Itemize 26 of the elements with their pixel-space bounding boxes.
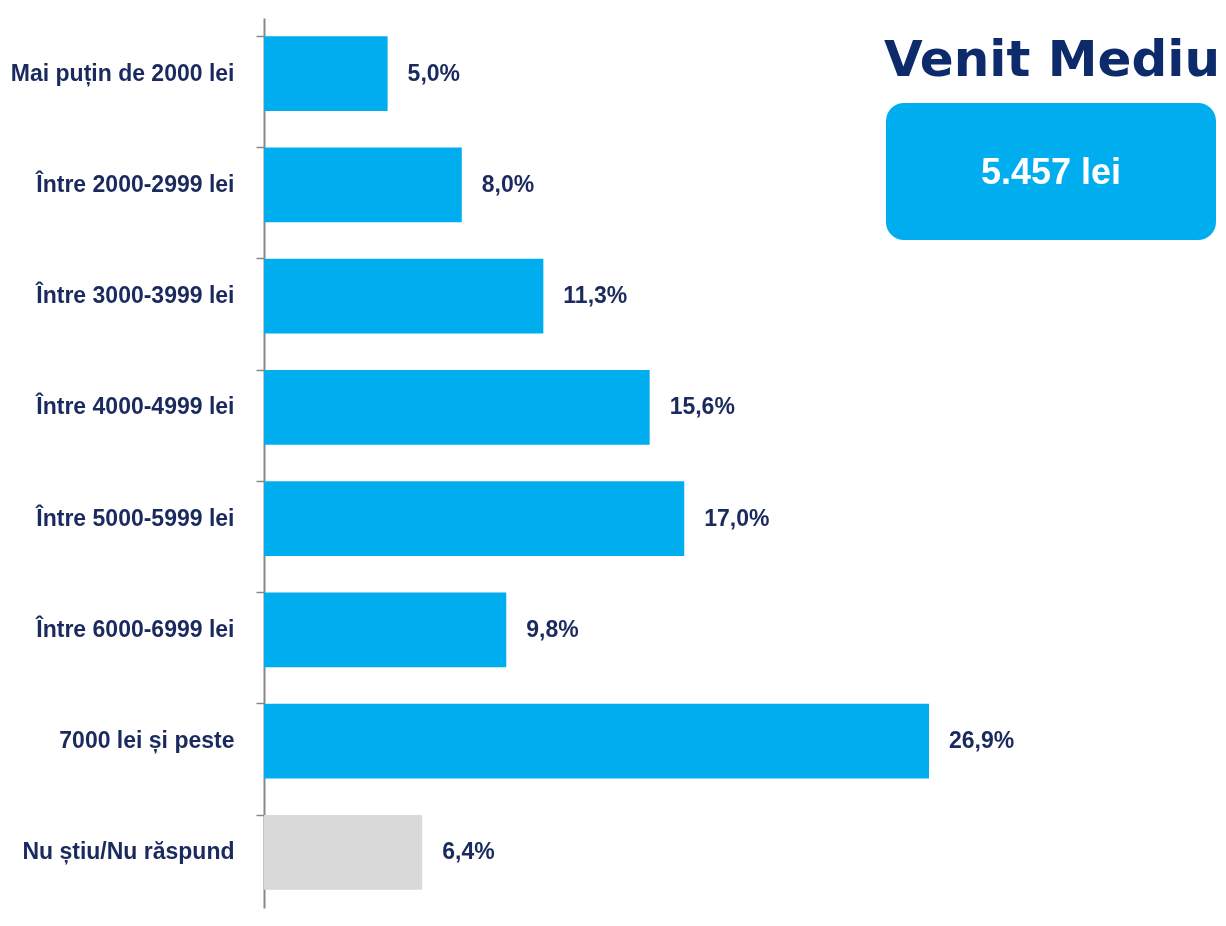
bar	[264, 703, 929, 779]
data-label: 8,0%	[481, 170, 535, 197]
y-tick-label: Între 4000-4999 lei	[35, 392, 235, 420]
data-label: 17,0%	[704, 504, 770, 531]
y-tick-label: Mai puțin de 2000 lei	[10, 59, 235, 87]
data-label: 5,0%	[407, 59, 461, 86]
bar	[264, 592, 507, 668]
y-tick-label: Între 3000-3999 lei	[35, 281, 235, 309]
y-tick-label: Între 6000-6999 lei	[35, 614, 235, 642]
rounded-box: 5.457 lei	[886, 103, 1216, 240]
bar	[264, 815, 423, 890]
y-tick-label: Nu știu/Nu răspund	[22, 838, 235, 866]
data-label: 11,3%	[563, 282, 628, 309]
data-label: 26,9%	[949, 727, 1015, 754]
y-tick-label: 7000 lei și peste	[59, 727, 235, 755]
annotation: Venit Mediu	[883, 30, 1220, 88]
bar	[264, 370, 650, 445]
bar	[264, 258, 544, 334]
bar	[264, 36, 388, 111]
y-tick-label: Între 2000-2999 lei	[35, 169, 235, 197]
bar	[264, 147, 462, 223]
data-label: 15,6%	[669, 393, 735, 420]
y-tick-label: Între 5000-5999 lei	[35, 503, 235, 531]
bar	[264, 481, 685, 556]
data-label: 6,4%	[442, 838, 495, 865]
data-label: 9,8%	[526, 615, 579, 642]
